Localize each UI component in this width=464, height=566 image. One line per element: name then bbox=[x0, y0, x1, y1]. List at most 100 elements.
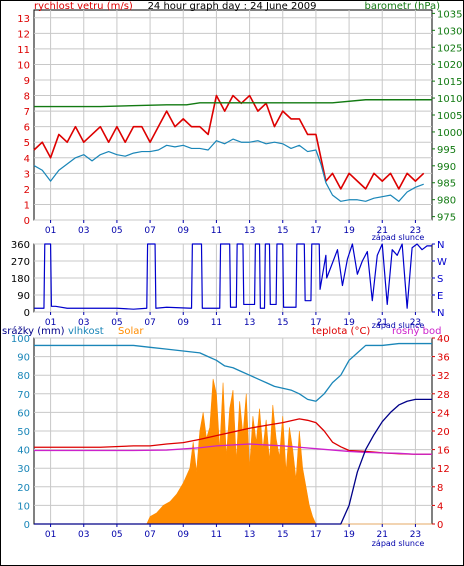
left-tick-label: 0 bbox=[24, 520, 30, 531]
dewpoint-line bbox=[34, 443, 432, 455]
x-tick-label: 05 bbox=[111, 530, 122, 540]
left-tick-label: 6 bbox=[24, 123, 30, 134]
wind-direction-line bbox=[34, 243, 432, 310]
x-tick-label: 01 bbox=[45, 530, 56, 540]
temperature-axis: 0 4 8 12 16 20 24 28 32 36 40 bbox=[432, 334, 450, 531]
right-tick-label: 1035 bbox=[437, 9, 462, 20]
right-tick-label: S bbox=[437, 274, 443, 285]
wind-direction-series bbox=[34, 243, 432, 310]
x-tick-label: 05 bbox=[111, 318, 122, 328]
temperature-label: teplota (°C) bbox=[312, 326, 370, 337]
precipitation-label: srážky (mm) bbox=[2, 325, 65, 337]
x-tick-label: 23 bbox=[410, 226, 421, 236]
x-tick-label: 17 bbox=[310, 226, 321, 236]
left-tick-label: 9 bbox=[24, 76, 30, 87]
chart-title: 24 hour graph day : 24 June 2009 bbox=[148, 1, 317, 12]
right-tick-label: N bbox=[437, 308, 444, 319]
gust-line bbox=[33, 94, 425, 190]
left-tick-label: 13 bbox=[17, 14, 30, 25]
left-tick-label: 40 bbox=[17, 446, 30, 457]
right-tick-label: 12 bbox=[437, 464, 450, 475]
right-tick-label: 995 bbox=[437, 145, 456, 156]
x-tick-label: 07 bbox=[144, 318, 155, 328]
weather-time-axis: 01 03 05 07 09 11 13 15 17 19 21 23 bbox=[45, 524, 421, 540]
pressure-line bbox=[34, 99, 432, 108]
x-tick-label: 07 bbox=[144, 226, 155, 236]
left-tick-label: 60 bbox=[17, 408, 30, 419]
x-tick-label: 13 bbox=[244, 530, 255, 540]
humidity-line bbox=[34, 342, 432, 402]
x-tick-label: 03 bbox=[78, 226, 89, 236]
left-tick-label: 100 bbox=[11, 334, 30, 345]
rain-line bbox=[34, 398, 432, 525]
right-tick-label: 1025 bbox=[437, 43, 462, 54]
right-tick-label: 975 bbox=[437, 213, 456, 224]
wind-line bbox=[33, 138, 424, 202]
right-tick-label: 1000 bbox=[437, 128, 462, 139]
left-tick-label: 10 bbox=[17, 60, 30, 71]
left-tick-label: 8 bbox=[24, 92, 30, 103]
left-tick-label: 20 bbox=[17, 483, 30, 494]
right-tick-label: 980 bbox=[437, 196, 456, 207]
x-tick-label: 21 bbox=[377, 530, 388, 540]
left-tick-label: 7 bbox=[24, 107, 30, 118]
temperature-line bbox=[34, 418, 432, 455]
pressure-axis-label: barometr (hPa) bbox=[365, 1, 441, 12]
left-tick-label: 10 bbox=[17, 501, 30, 512]
left-tick-label: 30 bbox=[17, 464, 30, 475]
x-tick-label: 19 bbox=[343, 226, 355, 236]
x-tick-label: 01 bbox=[45, 318, 56, 328]
solar-label: Solar bbox=[118, 326, 144, 337]
x-tick-label: 15 bbox=[277, 318, 288, 328]
x-tick-label: 11 bbox=[211, 530, 222, 540]
left-tick-label: 4 bbox=[24, 154, 30, 165]
left-tick-label: 180 bbox=[11, 274, 30, 285]
left-tick-label: 90 bbox=[17, 353, 30, 364]
solar-area bbox=[34, 378, 432, 525]
x-tick-label: 19 bbox=[343, 318, 355, 328]
left-tick-label: 80 bbox=[17, 371, 30, 382]
right-tick-label: 28 bbox=[437, 390, 450, 401]
left-tick-label: 0 bbox=[24, 308, 30, 319]
wind-pressure-series bbox=[33, 94, 432, 202]
x-tick-label: 09 bbox=[178, 318, 190, 328]
left-tick-label: 3 bbox=[24, 169, 30, 180]
wind-direction-degree-axis: 0 90 180 270 360 bbox=[11, 240, 30, 319]
right-tick-label: 20 bbox=[437, 427, 450, 438]
right-tick-label: 1030 bbox=[437, 26, 462, 37]
wind-pressure-plot-area bbox=[33, 9, 433, 221]
left-tick-label: 50 bbox=[17, 427, 30, 438]
left-tick-label: 11 bbox=[17, 45, 30, 56]
x-tick-label: 13 bbox=[244, 226, 255, 236]
left-tick-label: 2 bbox=[24, 185, 30, 196]
wind-direction-time-axis: 01 03 05 07 09 11 13 15 17 19 21 23 bbox=[45, 312, 421, 328]
left-tick-label: 0 bbox=[24, 216, 30, 227]
left-tick-label: 12 bbox=[17, 29, 30, 40]
pressure-axis: 975 980 985 990 995 1000 1005 1010 1015 1020 1025 1… bbox=[432, 9, 462, 224]
x-tick-label: 21 bbox=[377, 318, 388, 328]
x-tick-label: 03 bbox=[78, 530, 89, 540]
left-tick-label: 90 bbox=[17, 291, 30, 302]
right-tick-label: 24 bbox=[437, 408, 450, 419]
humidity-label: vlhkost bbox=[68, 326, 104, 337]
x-tick-label: 15 bbox=[277, 530, 288, 540]
right-tick-label: 0 bbox=[437, 520, 443, 531]
wind-pressure-grid bbox=[34, 10, 432, 221]
sunset-label: západ slunce bbox=[372, 233, 425, 242]
right-tick-label: 8 bbox=[437, 483, 443, 494]
x-tick-label: 17 bbox=[310, 318, 321, 328]
x-tick-label: 05 bbox=[111, 226, 122, 236]
x-tick-label: 03 bbox=[78, 318, 89, 328]
right-tick-label: N bbox=[437, 240, 444, 251]
left-tick-label: 1 bbox=[24, 200, 30, 211]
right-tick-label: 4 bbox=[437, 501, 443, 512]
right-tick-label: 990 bbox=[437, 162, 456, 173]
weather-series bbox=[34, 342, 432, 525]
right-tick-label: 1015 bbox=[437, 77, 462, 88]
left-tick-label: 5 bbox=[24, 138, 30, 149]
